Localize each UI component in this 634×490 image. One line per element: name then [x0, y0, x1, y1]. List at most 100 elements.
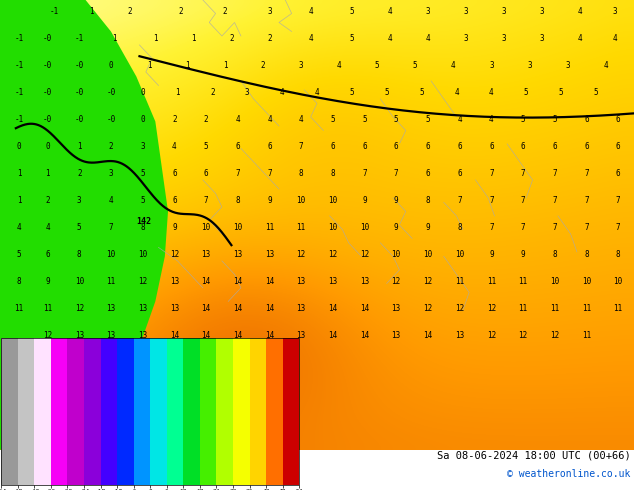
Text: 3: 3	[565, 61, 570, 70]
Text: 12: 12	[328, 249, 337, 259]
Text: 3: 3	[463, 7, 469, 16]
Text: 5: 5	[140, 196, 145, 205]
Text: 5: 5	[77, 222, 82, 232]
Text: 8: 8	[16, 277, 22, 286]
Text: 3: 3	[489, 61, 494, 70]
Text: 13: 13	[107, 331, 115, 340]
Text: 14: 14	[424, 331, 432, 340]
Text: 14: 14	[202, 277, 210, 286]
Text: 1: 1	[16, 196, 22, 205]
Text: 9: 9	[425, 222, 430, 232]
Text: -0: -0	[75, 61, 84, 70]
Text: 10: 10	[550, 277, 559, 286]
Text: 10: 10	[75, 277, 84, 286]
Text: -1: -1	[75, 34, 84, 43]
Text: 2: 2	[172, 115, 177, 123]
Text: -0: -0	[107, 88, 115, 97]
Text: 6: 6	[552, 142, 557, 151]
Text: 4: 4	[299, 115, 304, 123]
Text: 5: 5	[413, 61, 418, 70]
Text: 7: 7	[457, 196, 462, 205]
Text: 3: 3	[299, 61, 304, 70]
Text: 14: 14	[233, 331, 242, 340]
Text: 10: 10	[107, 249, 115, 259]
Text: 3: 3	[612, 7, 618, 16]
Text: 4: 4	[337, 61, 342, 70]
Text: 8: 8	[77, 249, 82, 259]
Text: 14: 14	[360, 331, 369, 340]
Text: 5: 5	[524, 88, 529, 97]
Text: 1: 1	[146, 61, 152, 70]
Text: 13: 13	[107, 304, 115, 313]
Text: 3: 3	[267, 7, 272, 16]
Text: 5: 5	[16, 249, 22, 259]
Text: 11: 11	[614, 304, 623, 313]
Text: 7: 7	[108, 222, 113, 232]
Text: -1: -1	[15, 34, 23, 43]
Text: 2: 2	[108, 142, 113, 151]
Text: 6: 6	[616, 115, 621, 123]
Text: 10: 10	[424, 249, 432, 259]
Text: 6: 6	[204, 169, 209, 178]
Text: Height/Temp. 850 hPa [gdmp][°C] ECMWF: Height/Temp. 850 hPa [gdmp][°C] ECMWF	[3, 451, 235, 461]
Text: 0: 0	[140, 115, 145, 123]
Text: -1: -1	[49, 7, 58, 16]
Text: 4: 4	[45, 222, 50, 232]
Text: 12: 12	[487, 304, 496, 313]
Text: 10: 10	[297, 196, 306, 205]
Text: 13: 13	[170, 277, 179, 286]
Text: 3: 3	[540, 34, 545, 43]
Text: 0: 0	[16, 142, 22, 151]
Text: 13: 13	[297, 277, 306, 286]
Text: 5: 5	[375, 61, 380, 70]
Text: 11: 11	[582, 304, 591, 313]
Text: 11: 11	[519, 277, 527, 286]
Text: 14: 14	[202, 304, 210, 313]
Text: 1: 1	[112, 34, 117, 43]
Text: 11: 11	[265, 222, 274, 232]
Text: 8: 8	[140, 222, 145, 232]
Text: 5: 5	[349, 88, 354, 97]
Text: 14: 14	[265, 277, 274, 286]
Text: 10: 10	[455, 249, 464, 259]
Text: 13: 13	[75, 331, 84, 340]
Text: 11: 11	[582, 331, 591, 340]
Text: 1: 1	[153, 34, 158, 43]
Text: 6: 6	[584, 142, 589, 151]
Text: 12: 12	[455, 304, 464, 313]
Text: 9: 9	[45, 277, 50, 286]
Text: 8: 8	[330, 169, 335, 178]
Text: 7: 7	[521, 169, 526, 178]
Text: 5: 5	[140, 169, 145, 178]
Text: 5: 5	[521, 115, 526, 123]
Text: 12: 12	[43, 331, 52, 340]
Text: 3: 3	[540, 7, 545, 16]
Text: 10: 10	[582, 277, 591, 286]
Text: 4: 4	[235, 115, 240, 123]
Text: 8: 8	[616, 249, 621, 259]
Text: 3: 3	[245, 88, 250, 97]
Text: 7: 7	[521, 222, 526, 232]
Text: 13: 13	[265, 249, 274, 259]
Text: 10: 10	[138, 249, 147, 259]
Text: 5: 5	[425, 115, 430, 123]
Text: 7: 7	[489, 222, 494, 232]
Text: 11: 11	[550, 304, 559, 313]
Text: Sa 08-06-2024 18:00 UTC (00+66): Sa 08-06-2024 18:00 UTC (00+66)	[437, 451, 631, 461]
Text: 7: 7	[616, 222, 621, 232]
Text: 10: 10	[233, 222, 242, 232]
Text: 8: 8	[457, 222, 462, 232]
Text: 6: 6	[172, 169, 177, 178]
Text: 5: 5	[593, 88, 598, 97]
Text: 12: 12	[424, 304, 432, 313]
Text: 4: 4	[308, 34, 313, 43]
Text: 7: 7	[204, 196, 209, 205]
Text: 0: 0	[140, 88, 145, 97]
Text: 8: 8	[425, 196, 430, 205]
Text: 13: 13	[138, 331, 147, 340]
Text: 4: 4	[457, 115, 462, 123]
Text: 6: 6	[425, 142, 430, 151]
Text: 10: 10	[202, 222, 210, 232]
Text: 5: 5	[419, 88, 424, 97]
Text: 4: 4	[314, 88, 320, 97]
